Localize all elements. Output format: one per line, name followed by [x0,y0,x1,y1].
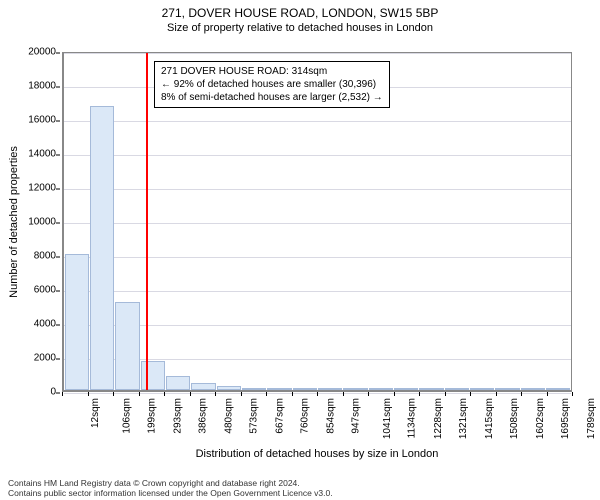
x-tick-label: 947sqm [351,398,362,434]
histogram-bar [318,388,342,390]
y-tick-label: 14000 [0,149,56,160]
x-tick-label: 480sqm [223,398,234,434]
x-tick-label: 760sqm [300,398,311,434]
x-tick-mark [496,392,497,396]
y-tick-label: 20000 [0,47,56,58]
x-tick-mark [113,392,114,396]
histogram-bar [470,388,494,390]
x-tick-mark [470,392,471,396]
x-tick-mark [62,392,63,396]
x-tick-mark [368,392,369,396]
x-tick-mark [394,392,395,396]
y-tick-label: 0 [0,387,56,398]
x-tick-mark [292,392,293,396]
y-tick-label: 12000 [0,183,56,194]
histogram-bar [369,388,393,390]
x-tick-label: 12sqm [90,398,101,428]
histogram-bar [90,106,114,390]
annotation-box: 271 DOVER HOUSE ROAD: 314sqm ← 92% of de… [154,61,390,108]
y-tick-label: 18000 [0,81,56,92]
histogram-bar [191,383,215,390]
histogram-bar [521,388,545,390]
x-tick-label: 1695sqm [560,398,571,439]
histogram-bar [419,388,443,390]
x-tick-label: 1321sqm [458,398,469,439]
x-tick-mark [445,392,446,396]
x-tick-mark [266,392,267,396]
x-tick-mark [419,392,420,396]
y-tick-label: 10000 [0,217,56,228]
x-tick-label: 573sqm [249,398,260,434]
chart-subtitle: Size of property relative to detached ho… [0,20,600,34]
histogram-bar [65,254,89,390]
x-tick-label: 667sqm [274,398,285,434]
x-tick-label: 1602sqm [535,398,546,439]
histogram-bar [267,388,291,390]
y-tick-label: 6000 [0,285,56,296]
x-tick-label: 1508sqm [509,398,520,439]
copyright-line1: Contains HM Land Registry data © Crown c… [8,478,333,488]
x-tick-label: 199sqm [147,398,158,434]
x-tick-label: 854sqm [325,398,336,434]
x-tick-mark [164,392,165,396]
x-tick-mark [317,392,318,396]
x-tick-mark [139,392,140,396]
y-tick-label: 4000 [0,319,56,330]
histogram-bar [217,386,241,390]
chart-title: 271, DOVER HOUSE ROAD, LONDON, SW15 5BP [0,0,600,20]
copyright-line2: Contains public sector information licen… [8,488,333,498]
histogram-bar [343,388,367,390]
x-tick-label: 293sqm [172,398,183,434]
x-tick-label: 1134sqm [406,398,417,438]
y-tick-label: 16000 [0,115,56,126]
histogram-bar [394,388,418,390]
histogram-bar [293,388,317,390]
chart-container: 271, DOVER HOUSE ROAD, LONDON, SW15 5BP … [0,0,600,500]
x-tick-mark [88,392,89,396]
plot-area: 271 DOVER HOUSE ROAD: 314sqm ← 92% of de… [62,52,572,392]
x-tick-label: 1789sqm [586,398,597,439]
histogram-bar [242,388,266,390]
x-tick-mark [547,392,548,396]
histogram-bar [115,302,139,390]
x-tick-mark [215,392,216,396]
x-tick-mark [343,392,344,396]
x-tick-label: 106sqm [121,398,132,434]
x-tick-label: 1228sqm [433,398,444,439]
x-axis-label: Distribution of detached houses by size … [62,448,572,460]
y-axis: 0200040006000800010000120001400016000180… [0,52,60,392]
histogram-bar [546,388,570,390]
histogram-bar [445,388,469,390]
reference-line [146,53,148,390]
annotation-line1: 271 DOVER HOUSE ROAD: 314sqm [161,65,383,78]
x-tick-mark [521,392,522,396]
histogram-bar [141,361,165,390]
y-tick-label: 2000 [0,353,56,364]
x-tick-mark [241,392,242,396]
annotation-line3: 8% of semi-detached houses are larger (2… [161,91,383,104]
histogram-bar [166,376,190,390]
x-tick-label: 386sqm [198,398,209,434]
x-tick-mark [572,392,573,396]
annotation-line2: ← 92% of detached houses are smaller (30… [161,78,383,91]
y-tick-label: 8000 [0,251,56,262]
histogram-bar [495,388,519,390]
x-tick-label: 1041sqm [382,398,393,439]
x-tick-mark [190,392,191,396]
x-tick-label: 1415sqm [484,398,495,439]
copyright-notice: Contains HM Land Registry data © Crown c… [8,478,333,498]
